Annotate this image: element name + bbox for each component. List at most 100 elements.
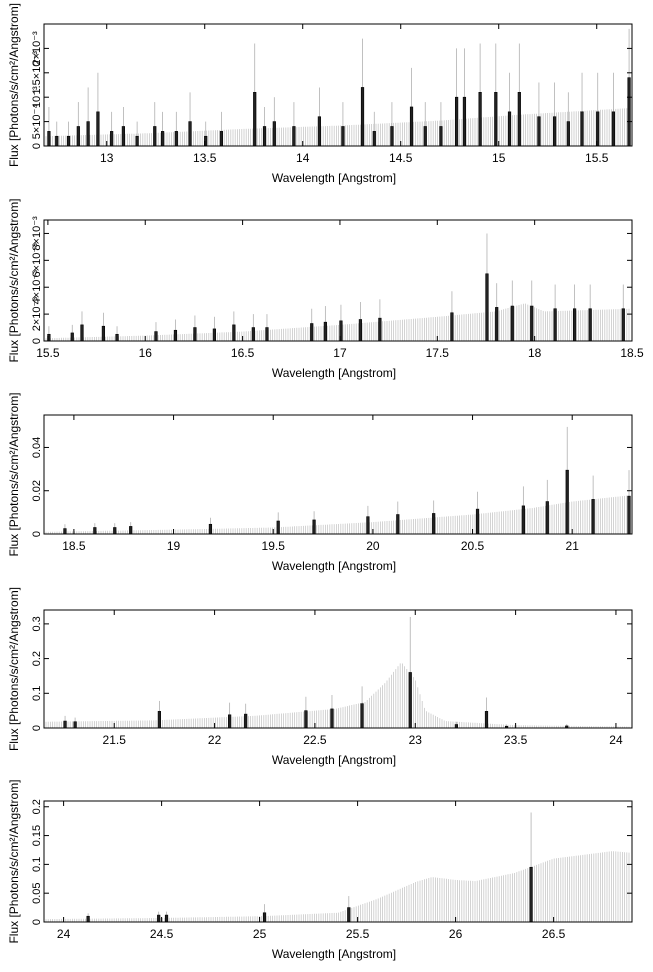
- model-series: [45, 851, 630, 922]
- data-bar: [93, 527, 97, 535]
- data-bar: [566, 121, 570, 147]
- data-bar: [157, 711, 161, 729]
- y-tick-label: 0.02: [31, 480, 43, 501]
- data-bar: [272, 121, 276, 147]
- data-bar: [330, 708, 334, 729]
- data-bar: [521, 505, 525, 535]
- y-tick-label: 4×10⁻³: [31, 270, 43, 305]
- data-bar: [596, 111, 600, 147]
- y-axis-label: Flux [Photons/s/cm²/Angstrom]: [7, 587, 21, 751]
- data-bar: [588, 308, 592, 342]
- y-tick-label: 0.1: [31, 857, 43, 872]
- plot-frame: [43, 219, 633, 342]
- x-tick-label: 24.5: [150, 927, 174, 941]
- data-bar: [244, 713, 248, 729]
- x-tick-label: 14: [296, 151, 310, 165]
- data-bar: [378, 317, 382, 342]
- data-bar: [454, 724, 458, 729]
- data-bar: [115, 333, 119, 342]
- data-series: [47, 233, 625, 342]
- data-bar: [262, 912, 267, 923]
- x-tick-label: 16.5: [231, 346, 255, 360]
- data-bar: [70, 332, 74, 342]
- y-tick-label: 0.1: [31, 686, 43, 701]
- data-bar: [372, 131, 376, 147]
- data-bar: [432, 513, 436, 535]
- x-tick-label: 17: [333, 346, 347, 360]
- data-bar: [208, 523, 213, 535]
- y-tick-label: 0: [31, 919, 43, 925]
- chart-panel-4: 21.5 22 22.5 23 23.5 24 0 0.1 0.2 0.3 Wavelength […: [7, 587, 633, 767]
- y-tick-label: 0: [31, 338, 43, 344]
- model-series: [45, 495, 630, 534]
- y-axis-label: Flux [Photons/s/cm²/Angstrom]: [7, 779, 21, 943]
- data-series: [86, 812, 533, 923]
- data-bar: [358, 319, 363, 342]
- plot-frame: [43, 23, 633, 147]
- data-bar: [462, 96, 467, 147]
- x-tick-label: 18.5: [620, 346, 644, 360]
- x-tick-label: 16: [139, 346, 153, 360]
- y-tick-label: 8×10⁻³: [31, 216, 43, 251]
- y-tick-label: 0.2: [31, 799, 43, 814]
- data-bar: [494, 92, 498, 147]
- x-tick-label: 18.5: [62, 539, 86, 553]
- x-tick-label: 21.5: [103, 733, 127, 747]
- x-tick-label: 17.5: [426, 346, 450, 360]
- model-series: [45, 303, 630, 341]
- y-tick-label: 10⁻³: [31, 86, 43, 108]
- data-bar: [251, 327, 255, 342]
- data-bar: [450, 312, 454, 342]
- data-bar: [495, 307, 499, 342]
- x-tick-label: 21: [566, 539, 580, 553]
- data-bar: [312, 519, 316, 535]
- data-bar: [580, 111, 584, 147]
- y-tick-label: 0.15: [31, 825, 43, 846]
- data-bar: [96, 111, 100, 147]
- data-bar: [173, 329, 178, 342]
- x-tick-label: 24: [57, 927, 71, 941]
- data-bar: [174, 131, 178, 147]
- data-bar: [565, 469, 569, 535]
- data-bar: [219, 131, 224, 147]
- y-tick-label: 0.04: [31, 437, 43, 458]
- x-axis-label: Wavelength [Angstrom]: [272, 366, 396, 380]
- y-tick-label: 0: [31, 725, 43, 731]
- x-tick-label: 23: [409, 733, 423, 747]
- data-bar: [212, 328, 216, 342]
- data-bar: [409, 106, 414, 147]
- x-tick-label: 24: [609, 733, 623, 747]
- data-bar: [164, 914, 169, 923]
- data-bar: [360, 703, 364, 729]
- data-bar: [341, 126, 345, 147]
- data-bar: [265, 327, 269, 342]
- data-bar: [591, 499, 595, 535]
- data-bar: [121, 126, 125, 147]
- data-bar: [228, 714, 232, 729]
- x-tick-label: 15.5: [585, 151, 609, 165]
- data-bar: [262, 126, 267, 147]
- y-axis-label: Flux [Photons/s/cm²/Angstrom]: [7, 392, 21, 556]
- x-tick-label: 13.5: [193, 151, 217, 165]
- y-tick-label: 2×10⁻³: [31, 297, 43, 332]
- data-bar: [366, 516, 370, 535]
- data-bar: [484, 711, 489, 729]
- x-tick-label: 19: [167, 539, 181, 553]
- data-bar: [232, 324, 236, 342]
- data-bar: [63, 720, 67, 729]
- x-tick-label: 15: [492, 151, 506, 165]
- data-bar: [621, 308, 625, 342]
- data-bar: [537, 116, 541, 147]
- x-tick-label: 20: [366, 539, 380, 553]
- data-series: [63, 426, 631, 535]
- plot-frame: [43, 800, 633, 923]
- y-tick-label: 0.3: [31, 616, 43, 631]
- data-bar: [76, 126, 80, 147]
- data-bar: [73, 721, 77, 729]
- x-tick-label: 26: [449, 927, 463, 941]
- data-series: [63, 616, 569, 729]
- data-bar: [317, 116, 322, 147]
- y-tick-label: 6×10⁻³: [31, 243, 43, 278]
- data-bar: [408, 672, 412, 729]
- chart-panel-3: 18.5 19 19.5 20 20.5 21 0 0.02 0.04 Wavelength [A…: [7, 392, 633, 573]
